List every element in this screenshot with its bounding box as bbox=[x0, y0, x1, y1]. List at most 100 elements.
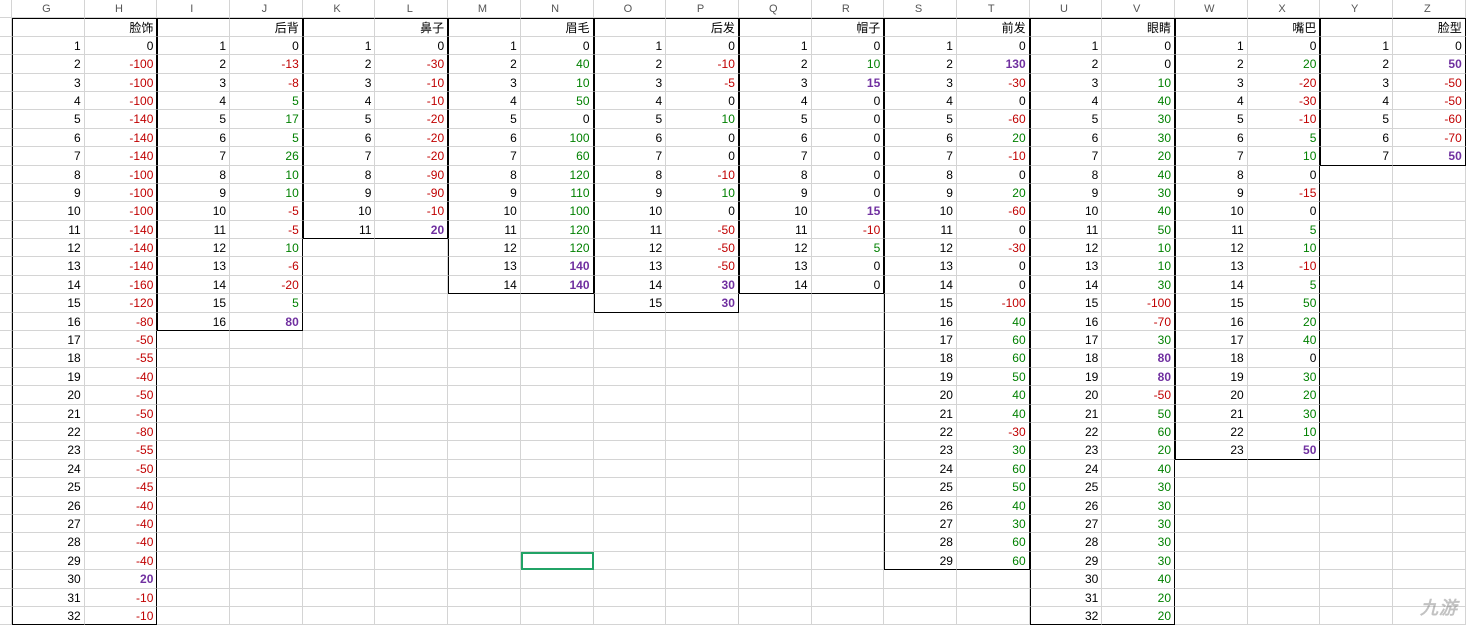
grid-cell[interactable] bbox=[157, 497, 230, 515]
grid-cell[interactable]: -50 bbox=[1393, 92, 1466, 110]
grid-cell[interactable]: 26 bbox=[884, 497, 957, 515]
grid-cell[interactable]: -100 bbox=[957, 294, 1030, 312]
grid-cell[interactable]: 20 bbox=[85, 570, 158, 588]
grid-cell[interactable]: -50 bbox=[85, 460, 158, 478]
grid-cell[interactable] bbox=[230, 368, 303, 386]
grid-cell[interactable]: -6 bbox=[230, 257, 303, 275]
grid-cell[interactable] bbox=[1320, 276, 1393, 294]
grid-cell[interactable]: 9 bbox=[12, 184, 85, 202]
grid-cell[interactable] bbox=[157, 607, 230, 625]
grid-cell[interactable] bbox=[0, 55, 12, 73]
grid-cell[interactable]: 1 bbox=[884, 37, 957, 55]
grid-cell[interactable]: 7 bbox=[1030, 147, 1103, 165]
grid-cell[interactable]: -55 bbox=[85, 349, 158, 367]
grid-cell[interactable]: 0 bbox=[230, 37, 303, 55]
grid-cell[interactable] bbox=[0, 239, 12, 257]
grid-cell[interactable] bbox=[812, 294, 885, 312]
grid-cell[interactable] bbox=[812, 552, 885, 570]
grid-cell[interactable]: 10 bbox=[521, 74, 594, 92]
grid-cell[interactable] bbox=[666, 313, 739, 331]
grid-cell[interactable] bbox=[157, 589, 230, 607]
grid-cell[interactable]: -40 bbox=[85, 515, 158, 533]
grid-cell[interactable] bbox=[1175, 552, 1248, 570]
grid-cell[interactable] bbox=[1393, 423, 1466, 441]
grid-cell[interactable]: 4 bbox=[1175, 92, 1248, 110]
grid-cell[interactable] bbox=[0, 92, 12, 110]
grid-cell[interactable] bbox=[812, 515, 885, 533]
grid-cell[interactable]: -10 bbox=[957, 147, 1030, 165]
grid-cell[interactable]: 23 bbox=[1175, 441, 1248, 459]
grid-cell[interactable]: -20 bbox=[375, 147, 448, 165]
grid-cell[interactable]: 0 bbox=[812, 92, 885, 110]
grid-cell[interactable]: 8 bbox=[303, 166, 376, 184]
grid-cell[interactable]: -50 bbox=[85, 386, 158, 404]
grid-cell[interactable]: 0 bbox=[666, 92, 739, 110]
grid-cell[interactable] bbox=[230, 533, 303, 551]
grid-cell[interactable]: -50 bbox=[666, 257, 739, 275]
grid-cell[interactable]: 1 bbox=[1320, 37, 1393, 55]
grid-cell[interactable]: 帽子 bbox=[812, 18, 885, 36]
grid-cell[interactable] bbox=[303, 570, 376, 588]
grid-cell[interactable] bbox=[1320, 423, 1393, 441]
col-header-cell[interactable]: K bbox=[303, 0, 376, 18]
grid-cell[interactable] bbox=[375, 441, 448, 459]
grid-cell[interactable]: 50 bbox=[1102, 405, 1175, 423]
grid-cell[interactable]: 2 bbox=[303, 55, 376, 73]
grid-cell[interactable] bbox=[157, 515, 230, 533]
grid-cell[interactable]: -160 bbox=[85, 276, 158, 294]
grid-cell[interactable]: 60 bbox=[957, 552, 1030, 570]
grid-cell[interactable] bbox=[375, 589, 448, 607]
grid-cell[interactable] bbox=[594, 349, 667, 367]
grid-cell[interactable]: -40 bbox=[85, 497, 158, 515]
grid-cell[interactable]: 20 bbox=[1102, 441, 1175, 459]
col-header-cell[interactable]: M bbox=[448, 0, 521, 18]
grid-cell[interactable]: 2 bbox=[739, 55, 812, 73]
grid-cell[interactable] bbox=[157, 460, 230, 478]
grid-cell[interactable]: 11 bbox=[594, 221, 667, 239]
grid-cell[interactable] bbox=[303, 533, 376, 551]
grid-cell[interactable] bbox=[448, 515, 521, 533]
grid-cell[interactable]: 9 bbox=[1175, 184, 1248, 202]
grid-cell[interactable]: 10 bbox=[1102, 239, 1175, 257]
grid-cell[interactable]: 11 bbox=[303, 221, 376, 239]
grid-cell[interactable]: -10 bbox=[666, 55, 739, 73]
grid-cell[interactable] bbox=[1393, 239, 1466, 257]
grid-cell[interactable]: 3 bbox=[303, 74, 376, 92]
grid-cell[interactable]: 6 bbox=[739, 129, 812, 147]
grid-cell[interactable]: 20 bbox=[1175, 386, 1248, 404]
grid-cell[interactable] bbox=[303, 18, 376, 36]
grid-cell[interactable] bbox=[812, 570, 885, 588]
grid-cell[interactable] bbox=[303, 239, 376, 257]
grid-cell[interactable]: -20 bbox=[375, 110, 448, 128]
grid-cell[interactable]: 5 bbox=[812, 239, 885, 257]
grid-cell[interactable]: -30 bbox=[1248, 92, 1321, 110]
grid-cell[interactable]: 22 bbox=[1030, 423, 1103, 441]
grid-cell[interactable] bbox=[594, 331, 667, 349]
grid-cell[interactable]: 14 bbox=[448, 276, 521, 294]
grid-cell[interactable]: 11 bbox=[448, 221, 521, 239]
grid-cell[interactable]: 50 bbox=[1393, 55, 1466, 73]
grid-cell[interactable]: 2 bbox=[1175, 55, 1248, 73]
grid-cell[interactable] bbox=[1320, 294, 1393, 312]
grid-cell[interactable] bbox=[1248, 515, 1321, 533]
grid-cell[interactable]: -140 bbox=[85, 257, 158, 275]
grid-cell[interactable]: -20 bbox=[230, 276, 303, 294]
grid-cell[interactable]: 6 bbox=[1175, 129, 1248, 147]
grid-cell[interactable] bbox=[521, 570, 594, 588]
grid-cell[interactable] bbox=[812, 331, 885, 349]
col-header-cell[interactable]: O bbox=[594, 0, 667, 18]
grid-cell[interactable] bbox=[521, 386, 594, 404]
grid-cell[interactable] bbox=[1393, 533, 1466, 551]
grid-cell[interactable] bbox=[1393, 460, 1466, 478]
grid-cell[interactable]: 0 bbox=[812, 166, 885, 184]
grid-cell[interactable]: 17 bbox=[1175, 331, 1248, 349]
grid-cell[interactable] bbox=[1320, 441, 1393, 459]
grid-cell[interactable]: 0 bbox=[666, 37, 739, 55]
grid-cell[interactable]: -10 bbox=[375, 74, 448, 92]
grid-cell[interactable]: 100 bbox=[521, 129, 594, 147]
grid-cell[interactable]: 13 bbox=[157, 257, 230, 275]
grid-cell[interactable] bbox=[594, 552, 667, 570]
grid-cell[interactable]: 前发 bbox=[957, 18, 1030, 36]
grid-cell[interactable] bbox=[1393, 497, 1466, 515]
grid-cell[interactable] bbox=[1248, 478, 1321, 496]
